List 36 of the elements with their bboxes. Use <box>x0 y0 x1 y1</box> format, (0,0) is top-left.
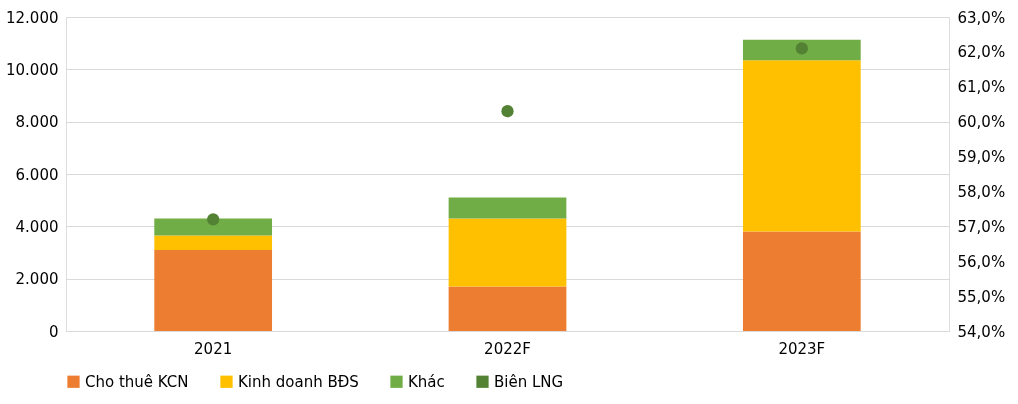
point <box>795 42 808 55</box>
bar <box>742 60 861 232</box>
y-tick-label: 8.000 <box>15 113 59 132</box>
legend-label: Biên LNG <box>494 372 564 391</box>
legend-label: Kinh doanh BĐS <box>238 372 359 391</box>
x-tick-label: 2023F <box>778 339 826 358</box>
y2-tick-label: 55,0% <box>957 287 1006 306</box>
point <box>501 105 514 118</box>
y2-tick-label: 63,0% <box>957 8 1006 27</box>
bar <box>742 39 861 61</box>
y2-tick-label: 58,0% <box>957 182 1006 201</box>
y2-tick-label: 59,0% <box>957 148 1006 167</box>
bar <box>448 218 567 287</box>
y-tick-label: 2.000 <box>15 270 59 289</box>
x-tick-label: 2021 <box>194 339 233 358</box>
point <box>207 213 220 226</box>
bar <box>154 235 273 250</box>
bar <box>742 231 861 331</box>
y-tick-label: 12.000 <box>6 8 59 27</box>
y-tick-label: 4.000 <box>15 217 59 236</box>
y2-tick-label: 62,0% <box>957 43 1006 62</box>
y-tick-label: 0 <box>48 322 59 341</box>
bar <box>448 286 567 331</box>
legend-label: Khác <box>408 372 445 391</box>
y-tick-label: 6.000 <box>15 165 59 184</box>
bar <box>154 218 273 236</box>
bar <box>154 249 273 331</box>
y2-tick-label: 61,0% <box>957 78 1006 97</box>
bar <box>448 197 567 219</box>
y-tick-label: 10.000 <box>6 60 59 79</box>
y2-tick-label: 60,0% <box>957 113 1006 132</box>
y2-tick-label: 56,0% <box>957 252 1006 271</box>
legend-label: Cho thuê KCN <box>85 372 189 391</box>
x-tick-label: 2022F <box>484 339 531 358</box>
y2-tick-label: 54,0% <box>957 322 1006 341</box>
y2-tick-label: 57,0% <box>957 217 1006 236</box>
